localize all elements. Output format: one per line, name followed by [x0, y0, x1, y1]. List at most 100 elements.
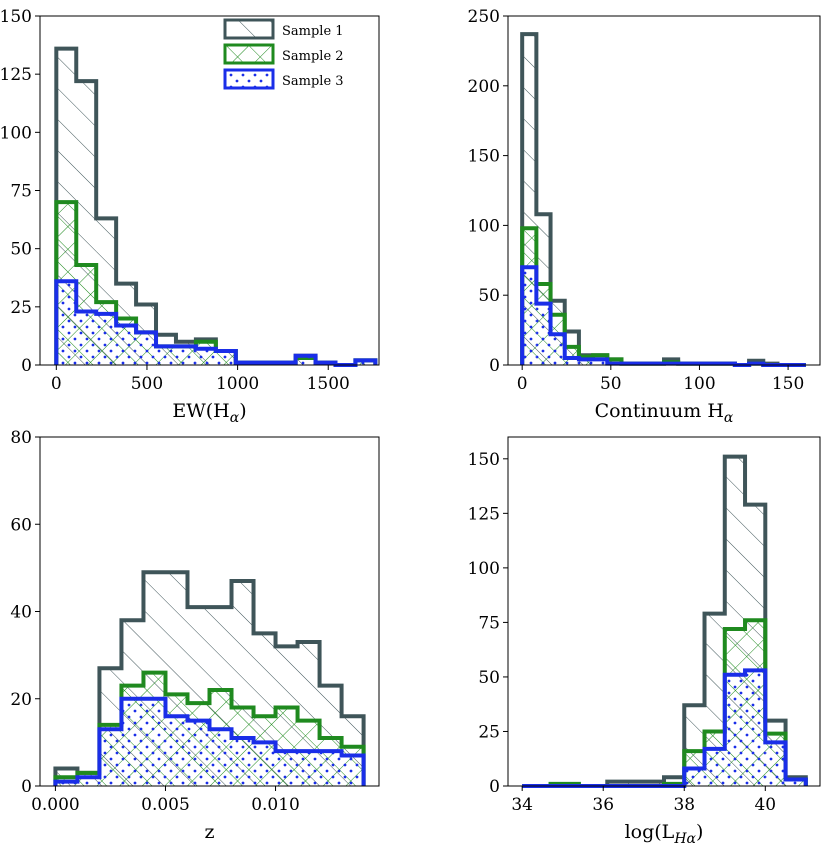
x-tick-label: 38: [673, 795, 695, 815]
bar-sample-3-bin-10: [765, 742, 786, 786]
legend-label-sample-2: Sample 2: [282, 49, 344, 64]
step-outline-sample-3: [520, 265, 806, 367]
bar-sample-3-bin-12: [295, 355, 316, 365]
x-axis-label: log(LHα): [625, 821, 704, 846]
bar-sample-3-bin-7: [195, 348, 216, 365]
bar-sample-3-bin-2: [96, 313, 117, 365]
panel-continuum-halpha: 0 50 100 150 200 250 0 50 100 150 Continuum Hα: [468, 7, 821, 426]
axes-frame: [507, 15, 821, 366]
bar-sample-3-bin-15: [355, 360, 376, 365]
y-tick-label: 125: [468, 504, 500, 524]
bar-sample-3-bin-6: [684, 768, 705, 786]
y-tick-label: 80: [10, 428, 32, 448]
bar-sample-3-bin-3: [564, 358, 579, 365]
step-outline-sample-1: [522, 454, 808, 788]
y-tick-label: 150: [468, 147, 500, 167]
bar-sample-3-bin-7: [704, 748, 725, 786]
y-tick-label: 0: [21, 356, 32, 376]
y-tick-label: 250: [468, 7, 500, 27]
bar-sample-3-bin-12: [319, 751, 342, 786]
y-tick-label: 200: [468, 77, 500, 97]
y-tick-label: 50: [478, 668, 500, 688]
y-tick-label: 100: [0, 123, 32, 143]
x-tick-label: 34: [511, 795, 533, 815]
x-tick-label: 150: [772, 374, 804, 394]
y-tick-label: 0: [489, 356, 500, 376]
bar-sample-3-bin-13: [341, 755, 364, 786]
bar-sample-3-bin-4: [578, 359, 594, 365]
x-tick-label: 500: [131, 374, 163, 394]
bar-sample-3-bin-6: [187, 720, 210, 786]
x-tick-label: 0.005: [141, 795, 190, 815]
bar-sample-3-bin-5: [156, 346, 176, 365]
bar-sample-3-bin-8: [724, 674, 746, 786]
x-tick-label: 100: [683, 374, 715, 394]
y-tick-label: 125: [0, 65, 32, 85]
bar-sample-3-bin-5: [593, 359, 608, 365]
x-tick-label: 40: [754, 795, 776, 815]
y-tick-label: 150: [468, 450, 500, 470]
bar-sample-3-bin-2: [550, 334, 565, 365]
legend-swatch-sample-3: [223, 68, 275, 90]
y-tick-label: 100: [468, 559, 500, 579]
y-tick-label: 25: [478, 722, 500, 742]
legend-label-sample-1: Sample 1: [282, 24, 344, 39]
y-tick-label: 20: [10, 690, 32, 710]
y-tick-label: 60: [10, 515, 32, 535]
bar-sample-3-bin-9: [253, 742, 276, 786]
y-tick-label: 100: [468, 216, 500, 236]
x-axis-label: z: [204, 821, 214, 843]
x-tick-label: 0: [51, 374, 62, 394]
y-tick-label: 50: [10, 240, 32, 260]
bar-sample-3-bin-0: [522, 267, 537, 365]
y-tick-label: 25: [10, 298, 32, 318]
y-tick-label: 150: [0, 7, 32, 27]
x-axis-label: Continuum Hα: [595, 400, 734, 426]
x-axis-label: EW(Hα): [172, 400, 246, 426]
x-tick-label: 36: [592, 795, 614, 815]
x-tick-label: 0: [517, 374, 528, 394]
y-tick-label: 0: [489, 777, 500, 797]
step-outline-sample-1: [53, 570, 366, 786]
bar-sample-3-bin-3: [121, 698, 144, 786]
bar-sample-3-bin-0: [56, 281, 77, 365]
bar-sample-3-bin-1: [77, 777, 100, 786]
y-tick-label: 40: [10, 603, 32, 623]
bar-sample-3-bin-1: [76, 311, 97, 365]
bar-sample-1-bin-4: [635, 781, 664, 786]
panel-redshift-z: 0 20 40 60 80 0.000 0.005 0.010 z: [10, 428, 380, 843]
x-tick-label: 1000: [216, 374, 259, 394]
bar-sample-3-bin-2: [99, 729, 122, 786]
step-outline-sample-3: [54, 279, 378, 367]
x-tick-label: 0.010: [251, 795, 300, 815]
x-tick-label: 50: [600, 374, 622, 394]
legend: Sample 1 Sample 2 Sample 3: [223, 18, 344, 90]
bar-sample-3-bin-6: [175, 346, 196, 365]
y-tick-label: 50: [478, 286, 500, 306]
y-tick-label: 75: [478, 613, 500, 633]
bar-sample-3-bin-4: [136, 332, 157, 365]
bar-sample-1-bin-3: [607, 781, 636, 786]
axes-frame: [507, 436, 821, 787]
bar-sample-3-bin-1: [536, 303, 551, 365]
bar-sample-1-bin-5: [664, 777, 685, 786]
y-tick-label: 75: [10, 182, 32, 202]
bar-sample-3-bin-11: [785, 779, 806, 786]
bar-sample-3-bin-11: [297, 751, 320, 786]
legend-swatch-sample-1: [223, 18, 275, 40]
legend-swatch-sample-2: [223, 43, 275, 65]
x-tick-label: 1500: [307, 374, 350, 394]
bar-sample-3-bin-8: [231, 738, 254, 786]
legend-label-sample-3: Sample 3: [282, 74, 344, 89]
bar-sample-3-bin-8: [215, 351, 236, 365]
x-tick-label: 0.000: [31, 795, 80, 815]
bar-sample-3-bin-10: [275, 751, 298, 786]
bar-sample-3-bin-5: [165, 716, 188, 786]
y-tick-label: 0: [21, 777, 32, 797]
bar-sample-3-bin-4: [143, 698, 166, 786]
bar-sample-3-bin-7: [209, 729, 232, 786]
step-outline-sample-3: [53, 696, 366, 786]
bar-sample-3-bin-0: [55, 781, 78, 786]
